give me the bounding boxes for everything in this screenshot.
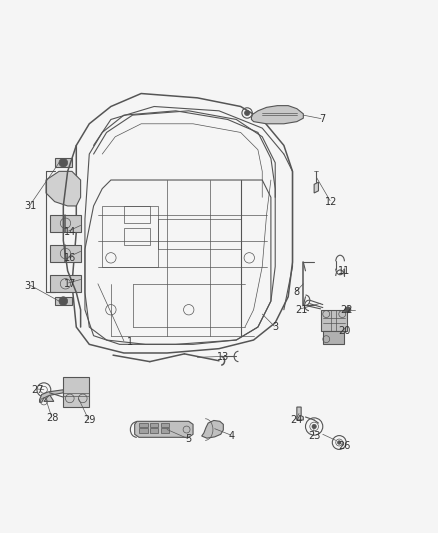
Polygon shape — [202, 421, 223, 438]
Polygon shape — [55, 297, 72, 305]
Polygon shape — [251, 106, 304, 124]
Polygon shape — [297, 407, 304, 420]
Polygon shape — [134, 421, 193, 437]
Text: 28: 28 — [46, 413, 59, 423]
Text: 5: 5 — [186, 434, 192, 445]
Circle shape — [338, 441, 341, 444]
Polygon shape — [46, 172, 81, 206]
Polygon shape — [50, 275, 81, 293]
Circle shape — [345, 306, 351, 313]
Text: 22: 22 — [340, 305, 353, 315]
Text: 23: 23 — [308, 431, 320, 441]
FancyBboxPatch shape — [139, 428, 148, 433]
FancyBboxPatch shape — [161, 423, 169, 427]
Text: 13: 13 — [217, 352, 230, 362]
Text: 31: 31 — [25, 201, 37, 211]
Polygon shape — [50, 215, 81, 232]
Polygon shape — [314, 182, 318, 193]
Polygon shape — [323, 330, 344, 344]
Polygon shape — [39, 390, 64, 402]
FancyBboxPatch shape — [139, 423, 148, 427]
Text: 14: 14 — [64, 227, 76, 237]
Text: 16: 16 — [64, 253, 76, 263]
Text: 3: 3 — [272, 322, 278, 332]
Polygon shape — [44, 394, 54, 401]
Text: 11: 11 — [338, 266, 350, 276]
Polygon shape — [321, 310, 346, 332]
Text: 7: 7 — [320, 115, 326, 125]
Text: 26: 26 — [338, 441, 350, 451]
Text: 20: 20 — [338, 326, 350, 336]
Circle shape — [59, 297, 67, 305]
Text: 1: 1 — [127, 337, 134, 347]
Text: 24: 24 — [291, 415, 303, 425]
Circle shape — [59, 158, 67, 167]
Text: 12: 12 — [325, 197, 338, 207]
Text: 21: 21 — [295, 305, 307, 315]
FancyBboxPatch shape — [64, 377, 89, 407]
Text: 17: 17 — [64, 279, 76, 289]
FancyBboxPatch shape — [161, 428, 169, 433]
FancyBboxPatch shape — [150, 428, 159, 433]
Text: 27: 27 — [31, 385, 44, 395]
Text: 4: 4 — [229, 431, 235, 441]
Polygon shape — [50, 245, 81, 262]
FancyBboxPatch shape — [150, 423, 159, 427]
Text: 8: 8 — [294, 287, 300, 297]
Polygon shape — [55, 158, 72, 167]
Text: 29: 29 — [83, 415, 95, 425]
Circle shape — [312, 424, 316, 429]
Circle shape — [244, 110, 250, 116]
Text: 31: 31 — [25, 281, 37, 291]
